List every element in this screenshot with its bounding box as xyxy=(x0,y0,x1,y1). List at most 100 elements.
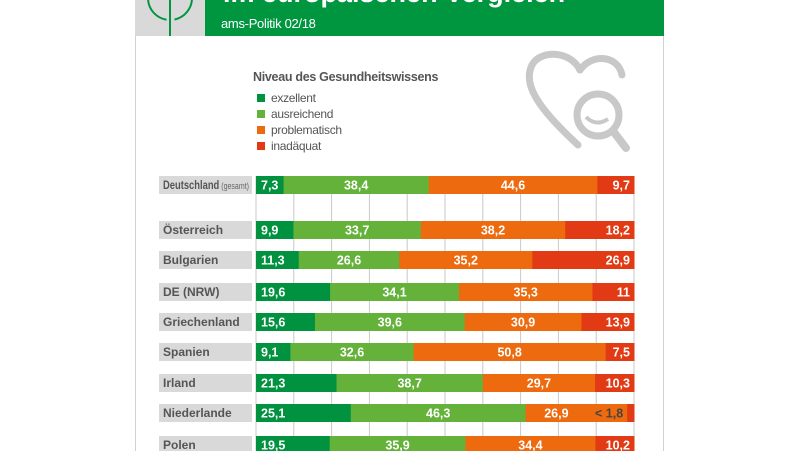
data-label: 10,2 xyxy=(606,439,630,451)
heart-magnifier-icon xyxy=(525,50,630,152)
legend-item-exzellent: exzellent xyxy=(253,90,438,106)
legend-swatch xyxy=(257,126,265,134)
bar-segment-problematisch xyxy=(464,313,582,331)
data-label: 38,2 xyxy=(481,224,505,238)
row-label-bg xyxy=(159,374,252,392)
legend-swatch xyxy=(257,142,265,150)
legend-label: inadäquat xyxy=(271,139,322,153)
bar-segment-inadäquat xyxy=(532,251,635,269)
data-label: < 1,8 xyxy=(595,407,623,421)
bar-segment-exzellent xyxy=(256,343,291,361)
legend-swatch xyxy=(257,110,265,118)
row-label-bg xyxy=(159,251,252,269)
row-label: Spanien xyxy=(163,345,210,359)
legend: Niveau des Gesundheitswissens exzellent … xyxy=(253,70,438,154)
legend-item-ausreichend: ausreichend xyxy=(253,106,438,122)
bar-segment-problematisch xyxy=(465,436,596,451)
page-title: im europäischen Vergleich xyxy=(223,0,565,8)
row-label: Polen xyxy=(163,438,196,451)
data-label: 26,6 xyxy=(337,254,361,268)
legend-label: problematisch xyxy=(271,123,342,137)
data-label: 10,3 xyxy=(606,377,630,391)
page-subtitle: ams-Politik 02/18 xyxy=(221,16,316,31)
data-label: 34,4 xyxy=(518,439,542,451)
data-label: 29,7 xyxy=(527,377,551,391)
data-label: 35,2 xyxy=(454,254,478,268)
data-label: 46,3 xyxy=(426,407,450,421)
data-label: 21,3 xyxy=(261,377,285,391)
bar-segment-problematisch xyxy=(458,283,593,301)
bar-segment-ausreichend xyxy=(314,313,466,331)
data-label: 25,1 xyxy=(261,407,285,421)
bar-segment-ausreichend xyxy=(298,251,400,269)
row-label: Griechenland xyxy=(163,315,240,329)
bar-segment-inadäquat xyxy=(595,436,635,451)
row-label-bg xyxy=(159,404,252,422)
bar-segment-inadäquat xyxy=(592,283,635,301)
data-label: 39,6 xyxy=(378,316,402,330)
legend-title: Niveau des Gesundheitswissens xyxy=(253,70,439,84)
data-label: 7,3 xyxy=(261,179,278,193)
bar-segment-exzellent xyxy=(256,404,352,422)
data-label: 35,3 xyxy=(514,286,538,300)
row-label-bg xyxy=(159,221,252,239)
bar-segment-inadäquat xyxy=(565,221,635,239)
row-label: Österreich xyxy=(163,222,223,237)
row-label: Irland xyxy=(163,376,196,390)
row-label-bg xyxy=(159,176,252,194)
bar-segment-problematisch xyxy=(420,221,566,239)
data-label: 19,5 xyxy=(261,439,285,451)
data-label: 30,9 xyxy=(511,316,535,330)
logo xyxy=(135,0,205,36)
row-label-bg xyxy=(159,343,252,361)
row-label-bg xyxy=(159,313,252,331)
data-label: 13,9 xyxy=(606,316,630,330)
bar-segment-ausreichend xyxy=(290,343,415,361)
bar-segment-ausreichend xyxy=(293,221,422,239)
bar-segment-exzellent xyxy=(256,436,331,451)
data-label: 32,6 xyxy=(340,346,364,360)
legend-label: ausreichend xyxy=(271,107,334,121)
data-label: 38,7 xyxy=(397,377,421,391)
bar-segment-ausreichend xyxy=(330,283,460,301)
data-label: 33,7 xyxy=(345,224,369,238)
bar-segment-inadäquat xyxy=(581,313,635,331)
legend-swatch xyxy=(257,94,265,102)
data-label: 19,6 xyxy=(261,286,285,300)
bar-segment-problematisch xyxy=(482,374,596,392)
row-label: DE (NRW) xyxy=(163,285,219,299)
bar-segment-inadäquat xyxy=(627,404,635,422)
data-label: 7,5 xyxy=(613,346,630,360)
row-label: Deutschland (gesamt) xyxy=(163,178,249,192)
bar-segment-inadäquat xyxy=(605,343,635,361)
bar-segment-exzellent xyxy=(256,251,300,269)
tree-circle-logo-icon xyxy=(147,0,193,36)
data-label: 9,7 xyxy=(613,179,630,193)
row-label-bg xyxy=(159,436,252,451)
bar-segment-exzellent xyxy=(256,313,316,331)
row-label: Niederlande xyxy=(163,406,232,420)
data-label: 11,3 xyxy=(261,254,285,268)
data-label: 9,1 xyxy=(261,346,278,360)
legend-item-problematisch: problematisch xyxy=(253,122,438,138)
bar-segment-inadäquat xyxy=(597,176,635,194)
data-label: 11 xyxy=(617,286,630,300)
data-label: 35,9 xyxy=(385,439,409,451)
data-label: 18,2 xyxy=(606,224,630,238)
bar-segment-problematisch xyxy=(399,251,533,269)
data-label: 34,1 xyxy=(382,286,406,300)
row-label: Bulgarien xyxy=(163,253,218,267)
bar-segment-exzellent xyxy=(256,374,338,392)
bar-segment-ausreichend xyxy=(350,404,527,422)
header-banner: im europäischen Vergleich ams-Politik 02… xyxy=(205,0,664,36)
bar-segment-ausreichend xyxy=(329,436,466,451)
bar-segment-problematisch xyxy=(525,404,628,422)
data-label: 9,9 xyxy=(261,224,278,238)
data-label: 44,6 xyxy=(501,179,525,193)
data-label: 26,9 xyxy=(544,407,568,421)
bar-segment-problematisch xyxy=(428,176,598,194)
data-label: 15,6 xyxy=(261,316,285,330)
data-label: 26,9 xyxy=(606,254,630,268)
bar-segment-problematisch xyxy=(413,343,607,361)
